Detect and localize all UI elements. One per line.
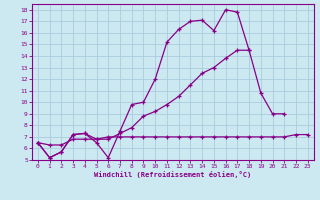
- X-axis label: Windchill (Refroidissement éolien,°C): Windchill (Refroidissement éolien,°C): [94, 171, 252, 178]
